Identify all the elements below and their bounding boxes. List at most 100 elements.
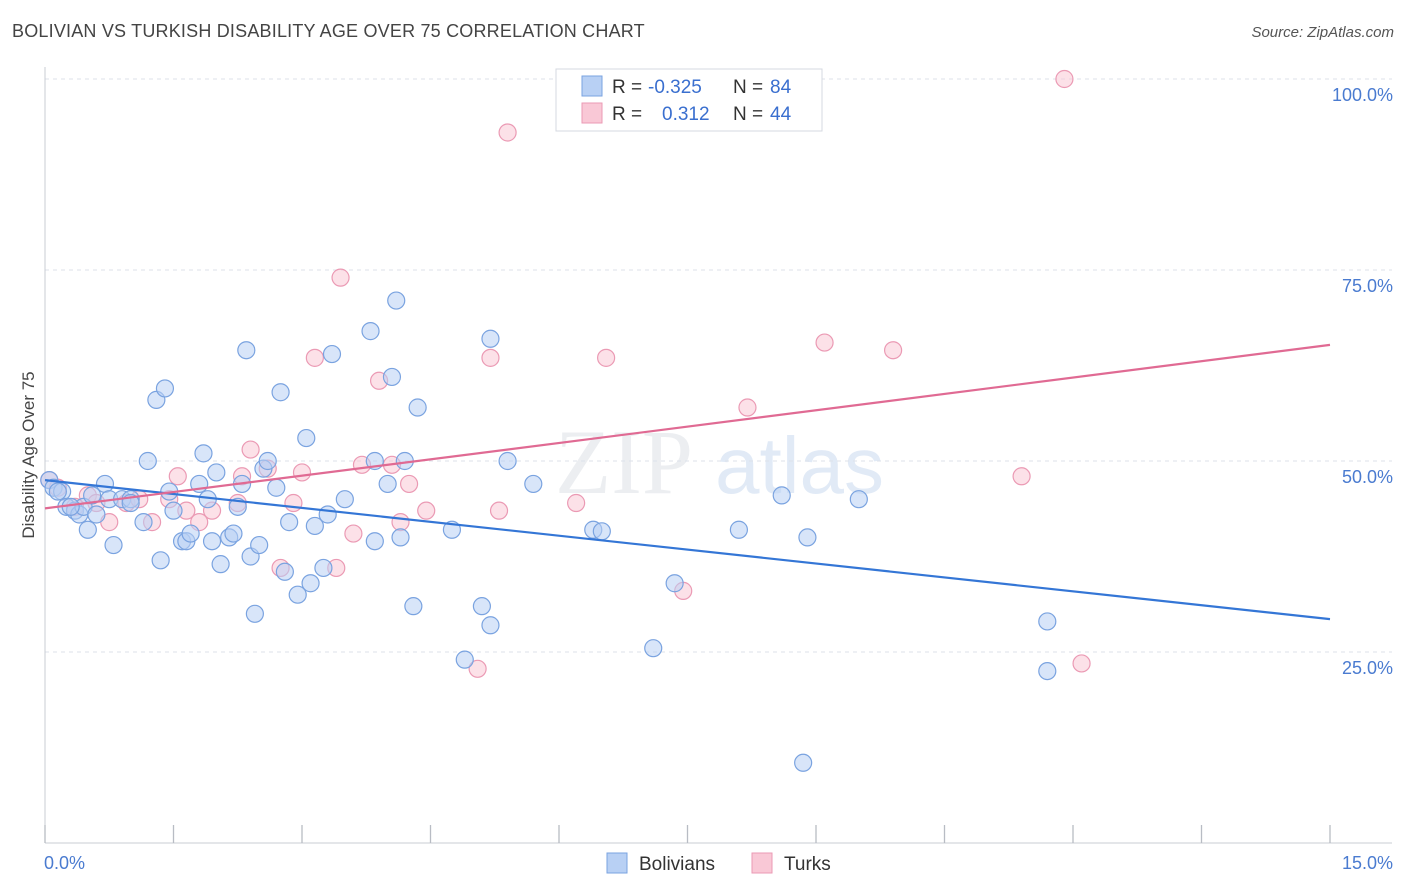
turks-point: [481, 348, 500, 367]
turks-point: [567, 493, 586, 513]
bolivians-trendline: [44, 479, 1331, 621]
y-axis-label: Disability Age Over 75: [19, 371, 38, 538]
bolivians-point: [408, 398, 427, 417]
turks-point: [1012, 467, 1031, 486]
bolivians-point: [228, 497, 247, 516]
tick-labels: 25.0% 50.0% 75.0% 100.0% 0.0% 15.0%: [44, 85, 1393, 873]
bolivians-point: [365, 532, 384, 551]
bolivians-point: [267, 478, 286, 497]
legend-n-value-2: 44: [770, 104, 792, 125]
gridlines: [45, 78, 1392, 653]
legend-swatch-bolivians: [581, 75, 603, 97]
bolivians-point: [207, 463, 226, 482]
bolivians-point: [181, 524, 200, 543]
legend-r-label-1: R =: [612, 77, 642, 98]
bolivians-point: [224, 524, 243, 543]
bottom-legend-swatch-turks: [751, 852, 773, 874]
bolivians-point: [202, 532, 222, 551]
bolivians-point: [387, 291, 406, 310]
turks-point: [489, 501, 509, 520]
bolivians-point: [794, 753, 813, 772]
bolivians-point: [314, 558, 333, 578]
bolivians-point: [361, 322, 380, 341]
y-tick-label: 100.0%: [1332, 85, 1393, 105]
bolivians-point: [322, 344, 342, 364]
turks-point: [305, 348, 324, 367]
legend-r-value-2: 0.312: [662, 104, 710, 125]
turks-point: [331, 268, 350, 287]
bolivians-point: [644, 639, 663, 658]
bolivians-point: [151, 551, 170, 570]
bolivians-point: [798, 528, 817, 547]
x-tick-label: 0.0%: [44, 853, 85, 873]
trendlines: [44, 343, 1331, 621]
y-tick-label: 50.0%: [1342, 467, 1393, 487]
bolivians-point: [78, 520, 97, 539]
bolivians-point: [481, 616, 500, 635]
axes: [44, 67, 1392, 844]
turks-point: [738, 398, 757, 417]
bolivians-point: [138, 451, 157, 471]
legend-r-label-2: R =: [612, 104, 642, 125]
bolivians-point: [524, 474, 543, 494]
bolivians-point: [280, 513, 299, 532]
bolivians-point: [472, 597, 491, 616]
source-label: Source: ZipAtlas.com: [1251, 24, 1394, 41]
bolivians-point: [729, 520, 749, 539]
bolivians-point: [237, 341, 256, 360]
legend-r-value-1: -0.325: [648, 77, 702, 98]
bolivians-point: [87, 505, 106, 524]
chart-title: BOLIVIAN VS TURKISH DISABILITY AGE OVER …: [12, 21, 645, 41]
bottom-legend-turks: Turks: [784, 854, 831, 875]
turks-point: [883, 341, 903, 360]
watermark: ZIP atlas: [555, 411, 884, 513]
bolivians-point: [301, 574, 320, 593]
bottom-legend-swatch-bolivians: [606, 852, 628, 874]
bolivians-point: [455, 650, 474, 669]
legend-swatch-turks: [581, 102, 603, 124]
bolivians-point: [481, 329, 500, 348]
bolivians-point: [297, 428, 316, 448]
turks-point: [1072, 654, 1091, 673]
turks-point: [417, 501, 436, 520]
bolivians-point: [164, 501, 183, 520]
bolivians-point: [48, 482, 67, 501]
bolivians-point: [1038, 661, 1057, 681]
bolivians-point: [391, 528, 410, 547]
turks-point: [597, 348, 616, 367]
bolivians-point: [318, 505, 337, 524]
legend-n-label-2: N =: [733, 104, 763, 125]
bolivians-point: [104, 535, 123, 555]
turks-point: [292, 463, 312, 482]
turks-point: [344, 524, 363, 543]
legend-n-value-1: 84: [770, 77, 792, 98]
bolivians-point: [134, 513, 153, 532]
bolivians-point: [378, 474, 397, 494]
turks-point: [399, 474, 419, 494]
turks-point: [1055, 69, 1074, 89]
correlation-legend: R = -0.325 N = 84 R = 0.312 N = 44: [555, 68, 823, 132]
turks-point: [241, 440, 260, 459]
turks-point: [391, 513, 410, 532]
bottom-legend-bolivians: Bolivians: [639, 854, 715, 875]
bolivians-point: [1038, 612, 1057, 631]
bolivians-point: [245, 604, 264, 623]
y-tick-label: 75.0%: [1342, 276, 1393, 296]
legend-n-label-1: N =: [733, 77, 763, 98]
bolivians-point: [335, 490, 354, 509]
bolivians-point: [258, 451, 277, 471]
turks-point: [468, 659, 487, 678]
y-tick-label: 25.0%: [1342, 658, 1393, 678]
bolivians-point: [83, 486, 102, 505]
turks-trendline: [44, 343, 1331, 510]
bolivians-point: [849, 490, 868, 509]
bolivians-point: [382, 367, 402, 387]
bolivians-points: [40, 291, 1057, 772]
x-tick-label: 15.0%: [1342, 853, 1393, 873]
turks-point: [284, 493, 303, 513]
turks-points: [40, 69, 1091, 678]
bolivians-point: [305, 516, 324, 536]
bolivians-point: [155, 379, 175, 398]
bolivians-point: [498, 451, 517, 471]
